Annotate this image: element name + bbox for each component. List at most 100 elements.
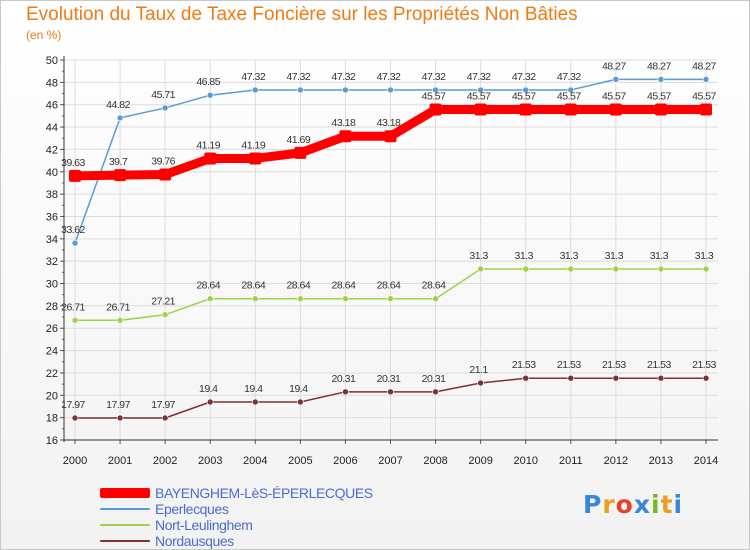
data-label: 31.3: [650, 250, 669, 262]
data-point: [294, 146, 307, 159]
data-point: [69, 169, 81, 182]
x-tick-label: 2011: [559, 455, 583, 467]
data-point: [522, 86, 530, 94]
data-point: [522, 374, 530, 382]
y-tick-label: 24: [46, 346, 58, 358]
data-label: 41.69: [286, 134, 310, 146]
data-label: 17.97: [151, 399, 175, 411]
data-label: 46.85: [196, 76, 220, 88]
data-label: 45.57: [512, 91, 536, 103]
data-label: 45.57: [557, 91, 581, 103]
data-point: [116, 114, 124, 122]
data-label: 20.31: [377, 373, 401, 385]
data-point: [657, 265, 665, 273]
data-label: 26.71: [106, 301, 130, 313]
data-point: [114, 169, 127, 182]
chart-unit: (en %): [26, 28, 62, 42]
data-point: [251, 398, 259, 406]
y-tick-label: 20: [46, 390, 58, 402]
y-tick-label: 28: [46, 301, 58, 313]
data-point: [567, 374, 575, 382]
x-tick-label: 2001: [108, 455, 132, 467]
legend-label: Nordausques: [155, 533, 234, 549]
data-label: 47.32: [332, 71, 356, 83]
data-point: [387, 86, 394, 94]
data-point: [609, 103, 622, 116]
data-label: 41.19: [196, 139, 220, 151]
data-label: 21.53: [647, 359, 671, 371]
data-label: 19.4: [199, 383, 218, 395]
data-point: [657, 374, 665, 382]
y-tick-label: 26: [46, 323, 58, 335]
data-point: [251, 86, 259, 94]
data-label: 48.27: [647, 60, 671, 72]
data-label: 19.4: [244, 383, 263, 395]
data-label: 21.53: [512, 359, 536, 371]
y-tick-label: 30: [46, 279, 58, 291]
data-point: [116, 316, 124, 324]
data-label: 21.53: [692, 359, 716, 371]
x-tick-label: 2007: [378, 455, 402, 467]
y-tick-label: 50: [46, 55, 58, 67]
data-label: 47.32: [512, 71, 536, 83]
y-tick-label: 36: [46, 211, 58, 223]
data-point: [522, 265, 530, 273]
data-label: 33.62: [61, 224, 85, 236]
data-point: [339, 130, 352, 143]
y-tick-label: 38: [46, 189, 58, 201]
data-point: [477, 86, 484, 94]
data-point: [342, 295, 349, 303]
data-point: [387, 388, 394, 396]
data-point: [657, 76, 665, 83]
data-point: [477, 265, 484, 273]
y-tick-label: 48: [46, 77, 58, 89]
data-label: 20.31: [422, 373, 446, 385]
data-label: 28.64: [332, 280, 356, 292]
data-label: 48.27: [692, 60, 716, 72]
data-label: 47.32: [467, 71, 491, 83]
data-label: 47.32: [422, 71, 446, 83]
data-label: 28.64: [241, 280, 265, 292]
data-label: 43.18: [377, 117, 401, 129]
data-point: [206, 295, 214, 303]
x-tick-label: 2009: [468, 455, 492, 467]
data-label: 31.3: [469, 250, 488, 262]
data-point: [159, 168, 172, 181]
data-point: [702, 76, 710, 83]
data-point: [297, 295, 304, 303]
data-point: [432, 86, 439, 94]
logo-letter: t: [660, 490, 674, 519]
data-label: 47.32: [557, 71, 581, 83]
data-label: 45.57: [692, 91, 716, 103]
legend-label: BAYENGHEM-LèS-ÉPERLECQUES: [155, 485, 373, 501]
legend-swatch: [100, 488, 150, 498]
data-label: 28.64: [286, 280, 310, 292]
data-point: [251, 295, 259, 303]
logo-letter: o: [615, 490, 634, 519]
data-label: 48.27: [602, 60, 626, 72]
logo-letter: P: [583, 490, 603, 519]
data-label: 28.64: [196, 280, 220, 292]
data-label: 28.64: [377, 280, 401, 292]
data-point: [564, 103, 577, 116]
y-tick-label: 40: [46, 167, 58, 179]
x-tick-label: 2000: [63, 455, 87, 467]
data-label: 41.19: [241, 139, 265, 151]
data-point: [342, 388, 349, 396]
data-point: [161, 104, 169, 112]
data-point: [384, 130, 397, 143]
y-tick-label: 42: [46, 144, 58, 156]
data-label: 47.32: [286, 71, 310, 83]
data-label: 45.71: [151, 89, 175, 101]
y-tick-label: 34: [46, 234, 58, 246]
y-tick-label: 16: [46, 435, 58, 447]
data-label: 21.1: [469, 364, 488, 376]
data-point: [567, 265, 575, 273]
y-tick-label: 44: [46, 122, 58, 134]
data-label: 45.57: [467, 91, 491, 103]
x-tick-label: 2006: [333, 455, 357, 467]
x-tick-label: 2010: [513, 455, 537, 467]
data-point: [161, 311, 169, 319]
data-point: [161, 414, 169, 422]
